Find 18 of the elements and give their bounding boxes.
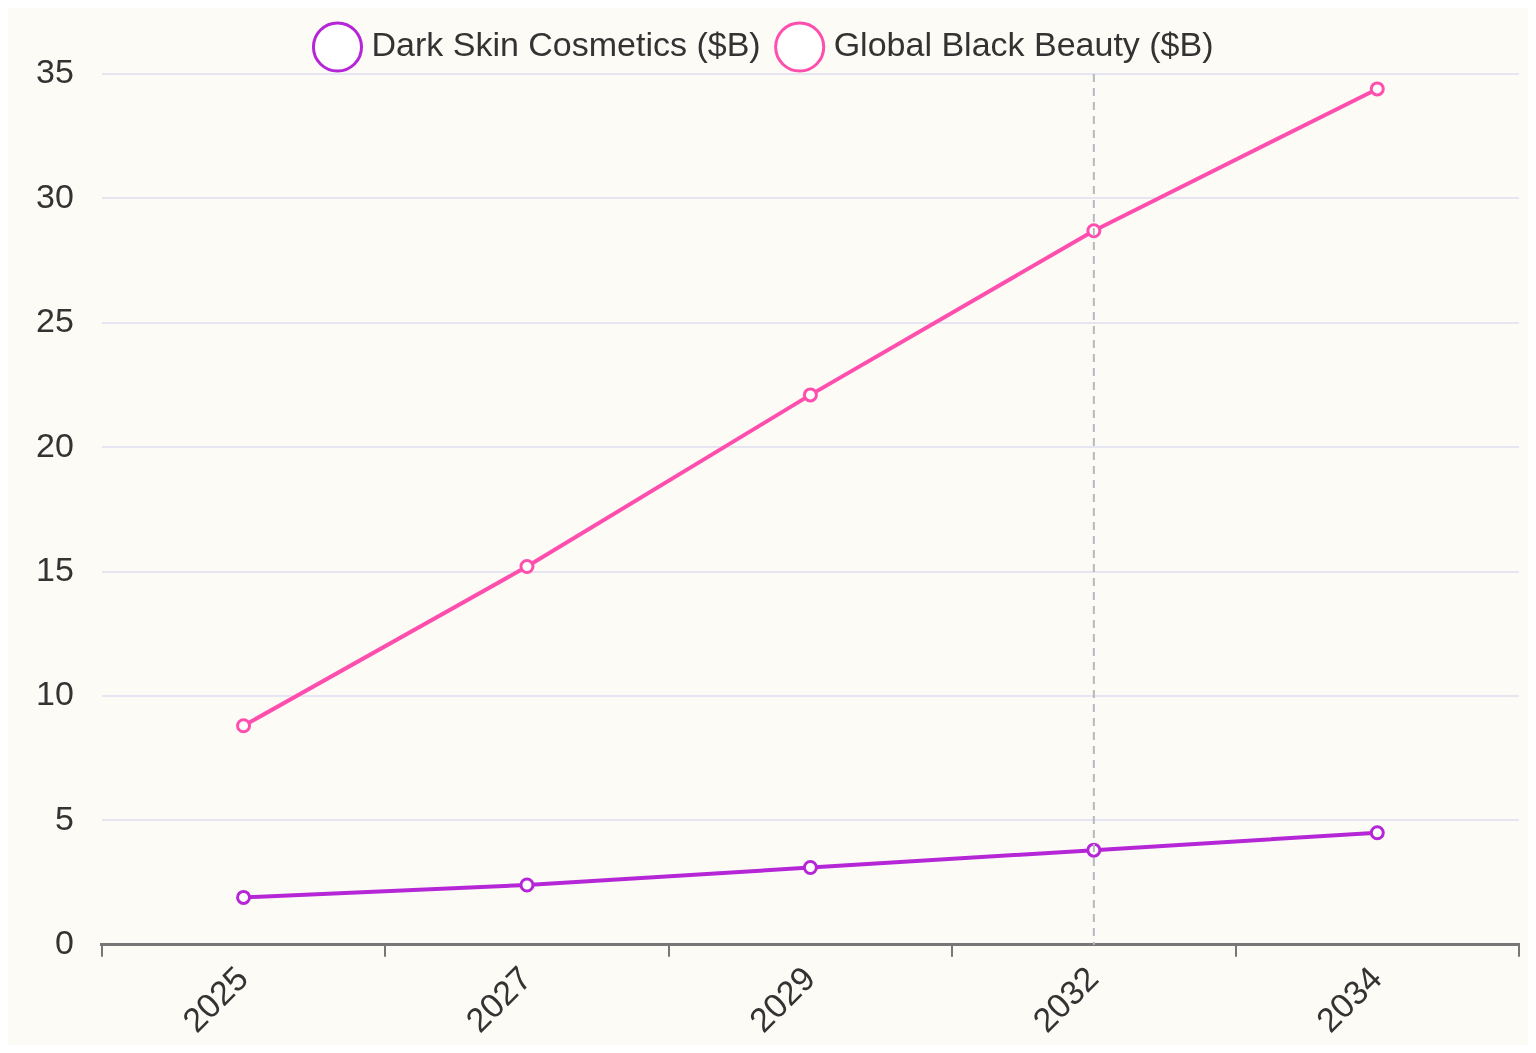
- point: [236, 889, 252, 905]
- y-tick-label: 30: [35, 176, 74, 215]
- point: [519, 559, 535, 575]
- point: [1369, 81, 1385, 97]
- y-tick-label: 5: [54, 798, 74, 837]
- y-tick-label: 10: [35, 674, 74, 713]
- y-tick-label: 15: [35, 549, 74, 588]
- y-tick-label: 20: [35, 425, 74, 464]
- point: [1369, 825, 1385, 841]
- y-tick-label: 35: [35, 52, 74, 91]
- point: [519, 877, 535, 893]
- y-tick-label: 0: [54, 923, 74, 962]
- legend-label: Global Black Beauty ($B): [833, 25, 1214, 64]
- point: [236, 718, 252, 734]
- point: [802, 860, 818, 876]
- y-tick-label: 25: [35, 301, 74, 340]
- legend-label: Dark Skin Cosmetics ($B): [371, 25, 761, 64]
- point: [802, 387, 818, 403]
